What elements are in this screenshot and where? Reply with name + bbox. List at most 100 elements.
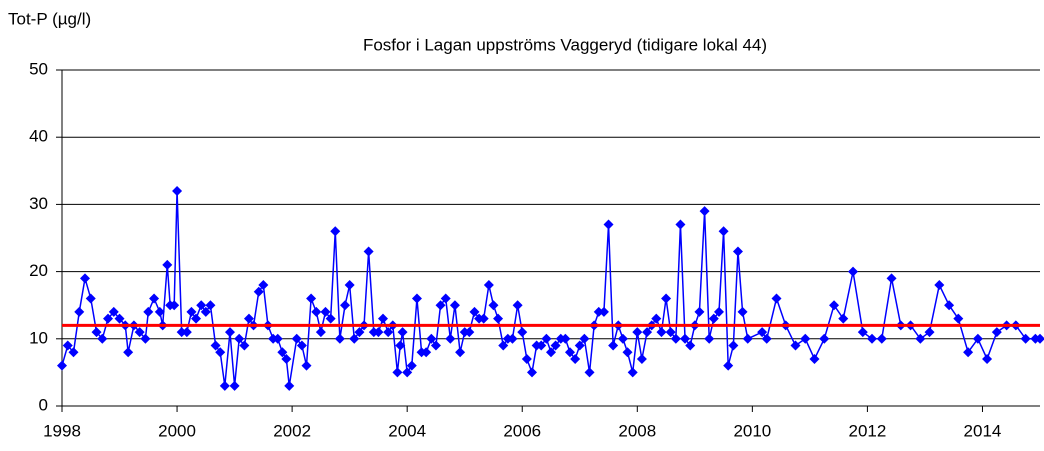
marker (200, 306, 211, 317)
marker (91, 327, 102, 338)
marker (642, 327, 653, 338)
marker (636, 353, 647, 364)
marker (411, 293, 422, 304)
marker (661, 293, 672, 304)
marker (761, 333, 772, 344)
marker (915, 333, 926, 344)
marker (982, 353, 993, 364)
marker (191, 313, 202, 324)
marker (315, 327, 326, 338)
marker (68, 347, 79, 358)
marker (790, 340, 801, 351)
marker (196, 300, 207, 311)
x-tick-label: 2004 (388, 421, 426, 440)
marker (632, 327, 643, 338)
marker (301, 360, 312, 371)
marker (944, 300, 955, 311)
marker (219, 380, 230, 391)
marker (886, 273, 897, 284)
marker (541, 333, 552, 344)
marker (162, 259, 173, 270)
marker (603, 219, 614, 230)
y-tick-label: 30 (29, 194, 48, 213)
marker (728, 340, 739, 351)
marker (277, 347, 288, 358)
marker (627, 367, 638, 378)
marker (239, 340, 250, 351)
marker (392, 367, 403, 378)
marker (670, 333, 681, 344)
marker (829, 300, 840, 311)
marker (334, 333, 345, 344)
marker (546, 347, 556, 358)
y-tick-label: 0 (39, 395, 48, 414)
marker (74, 306, 85, 317)
marker (757, 327, 768, 338)
marker (564, 347, 575, 358)
marker (169, 300, 180, 311)
marker (699, 206, 710, 217)
marker (296, 340, 307, 351)
marker (934, 280, 945, 291)
marker (215, 347, 226, 358)
marker (80, 273, 91, 284)
marker (498, 340, 509, 351)
marker (723, 360, 734, 371)
marker (656, 327, 667, 338)
marker (402, 367, 413, 378)
marker (134, 327, 145, 338)
marker (445, 333, 456, 344)
marker (114, 313, 125, 324)
marker (57, 360, 67, 371)
marker (848, 266, 859, 277)
marker (493, 313, 504, 324)
marker (876, 333, 887, 344)
marker (103, 313, 114, 324)
x-tick-label: 2012 (848, 421, 886, 440)
marker (708, 313, 719, 324)
y-tick-label: 40 (29, 127, 48, 146)
marker (574, 340, 585, 351)
marker (924, 327, 935, 338)
marker (742, 333, 753, 344)
chart-title: Fosfor i Lagan uppströms Vaggeryd (tidig… (363, 35, 767, 54)
x-tick-label: 2014 (964, 421, 1002, 440)
marker (330, 226, 341, 237)
marker (281, 353, 292, 364)
marker (972, 333, 983, 344)
marker (363, 246, 374, 257)
marker (149, 293, 160, 304)
marker (378, 313, 389, 324)
marker (867, 333, 878, 344)
marker (732, 246, 743, 257)
marker (464, 327, 475, 338)
marker (675, 219, 686, 230)
marker (694, 306, 705, 317)
marker (488, 300, 499, 311)
marker (224, 327, 235, 338)
marker (704, 333, 715, 344)
marker (311, 306, 322, 317)
marker (320, 306, 331, 317)
marker (685, 340, 696, 351)
marker (449, 300, 460, 311)
marker (172, 185, 183, 196)
marker (62, 340, 73, 351)
marker (579, 333, 590, 344)
x-tick-label: 2002 (273, 421, 311, 440)
marker (344, 280, 355, 291)
marker (426, 333, 437, 344)
marker (819, 333, 830, 344)
y-tick-label: 20 (29, 261, 48, 280)
marker (284, 380, 295, 391)
marker (383, 327, 394, 338)
y-axis-label: Tot-P (µg/l) (8, 9, 91, 28)
y-tick-label: 10 (29, 328, 48, 347)
marker (550, 340, 561, 351)
marker (397, 327, 408, 338)
marker (963, 347, 974, 358)
marker (483, 280, 494, 291)
marker (340, 300, 351, 311)
